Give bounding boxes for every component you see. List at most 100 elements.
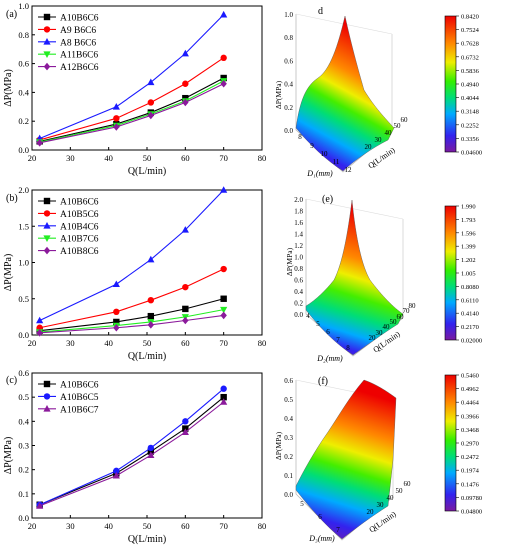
y-tick-label: 0.0 xyxy=(18,145,29,155)
panel-label: (b) xyxy=(6,193,18,204)
y-tick-label: 40 xyxy=(383,323,391,331)
data-point xyxy=(147,255,155,263)
x-tick-label: 70 xyxy=(219,521,228,531)
colorbar-label: 0.4140 xyxy=(461,311,479,318)
colorbar-label: 1.990 xyxy=(461,204,476,211)
y-tick-label: 0.4 xyxy=(18,87,29,97)
colorbar-label: 0.02000 xyxy=(461,338,482,345)
colorbar-label: 0.6110 xyxy=(461,297,479,304)
legend-label: A12B6C6 xyxy=(60,63,99,73)
legend-marker xyxy=(43,246,51,255)
x-axis-label: D₂(mm) xyxy=(316,354,343,363)
data-point xyxy=(182,316,189,325)
y-tick-label: 20 xyxy=(369,334,377,342)
z-tick-label: 0.2 xyxy=(284,453,293,461)
colorbar-label: 0.04600 xyxy=(461,150,482,157)
line-chart-panel-2: 20 30 40 50 60 70 80 0.0 0.5 1.0 1.5 2.0 Q(L/min) ΔP(… xyxy=(3,185,266,362)
data-point xyxy=(113,123,120,131)
colorbar-label: 0.4962 xyxy=(461,386,479,393)
y-tick-label: 50 xyxy=(396,487,404,495)
colorbar-label: 0.09780 xyxy=(461,495,482,502)
x-tick-label: 8 xyxy=(346,344,350,352)
z-axis-label: ΔP(MPa) xyxy=(285,247,294,276)
data-point xyxy=(220,10,228,18)
data-point xyxy=(112,471,120,479)
legend-marker xyxy=(43,235,51,242)
z-tick-label: 1.4 xyxy=(294,231,303,239)
colorbar-label: 1.596 xyxy=(461,230,476,237)
data-point xyxy=(113,318,120,326)
x-tick-label: 80 xyxy=(258,338,267,348)
legend-label: A8 B6C6 xyxy=(60,38,96,48)
data-point xyxy=(220,54,227,62)
y-tick-label: 30 xyxy=(376,329,384,337)
z-tick-label: 0.4 xyxy=(284,81,293,89)
colorbar-label: 0.3148 xyxy=(461,109,479,116)
legend-label: A11B6C6 xyxy=(60,51,98,61)
x-axis-label: D₃(mm) xyxy=(308,534,335,543)
x-tick-label: 50 xyxy=(143,521,152,531)
x-tick-label: 6 xyxy=(326,328,330,336)
data-point xyxy=(182,418,189,425)
legend-label: A10B6C6 xyxy=(60,381,99,391)
colorbar-label: 0.2970 xyxy=(461,441,479,448)
data-point xyxy=(36,329,43,337)
legend-label: A10B6C5 xyxy=(60,393,99,403)
y-tick-label: 0.1 xyxy=(18,489,29,499)
z-tick-label: 1.0 xyxy=(294,254,303,262)
data-point xyxy=(182,80,189,87)
legend-marker xyxy=(43,222,51,229)
series-A12B6C6: A12B6C6 xyxy=(36,62,227,147)
data-point xyxy=(220,265,227,273)
colorbar-label: 0.2472 xyxy=(461,454,479,461)
x-tick-label: 70 xyxy=(219,153,228,163)
y-tick-label: 1.5 xyxy=(18,221,29,231)
y-tick-label: 20 xyxy=(365,143,373,151)
data-point xyxy=(182,283,189,291)
colorbar-label: 0.3356 xyxy=(461,136,480,143)
data-point xyxy=(113,115,120,122)
z-tick-label: 1.2 xyxy=(294,242,303,250)
panel-label: (c) xyxy=(6,375,17,386)
z-tick-label: 1.0 xyxy=(284,11,293,19)
y-tick-label: 0.8 xyxy=(18,30,29,40)
data-point xyxy=(220,306,228,314)
colorbar xyxy=(444,374,457,512)
x-tick-label: 8 xyxy=(298,133,302,141)
data-point xyxy=(220,186,228,193)
x-tick-label: 60 xyxy=(181,521,190,531)
legend-marker xyxy=(43,13,51,21)
data-point xyxy=(220,393,227,401)
x-tick-label: 11 xyxy=(333,158,340,166)
y-tick-label: 0.3 xyxy=(18,441,29,451)
colorbar-label: 0.2252 xyxy=(461,122,479,129)
data-point xyxy=(182,98,189,107)
y-tick-label: 40 xyxy=(387,494,395,502)
legend-marker xyxy=(43,26,51,33)
back-wall-top xyxy=(305,198,404,220)
legend-label: A10B6C6 xyxy=(60,198,99,208)
legend-label: A10B8C6 xyxy=(60,247,99,257)
z-tick-label: 1.8 xyxy=(294,208,303,216)
z-tick-label: 0.6 xyxy=(294,277,303,285)
y-tick-label: 50 xyxy=(390,318,398,326)
z-tick-label: 0.6 xyxy=(284,377,293,385)
data-point xyxy=(220,385,227,392)
colorbar-label: 0.8080 xyxy=(461,284,479,291)
data-point xyxy=(182,305,189,313)
legend-marker xyxy=(43,38,51,45)
data-point xyxy=(147,99,155,106)
data-point xyxy=(112,280,120,288)
legend-marker xyxy=(43,62,51,71)
response-surface xyxy=(295,379,397,540)
data-point xyxy=(113,323,120,332)
colorbar-label: 0.5836 xyxy=(461,68,480,75)
x-tick-label: 20 xyxy=(28,153,37,163)
data-point xyxy=(113,308,120,315)
panel-label: (a) xyxy=(6,9,17,20)
panel-label: (f) xyxy=(318,376,328,387)
z-tick-label: 2.0 xyxy=(294,196,303,204)
response-surface xyxy=(305,199,404,356)
y-tick-label: 0.6 xyxy=(18,59,29,69)
colorbar-label: 0.4940 xyxy=(461,82,479,89)
